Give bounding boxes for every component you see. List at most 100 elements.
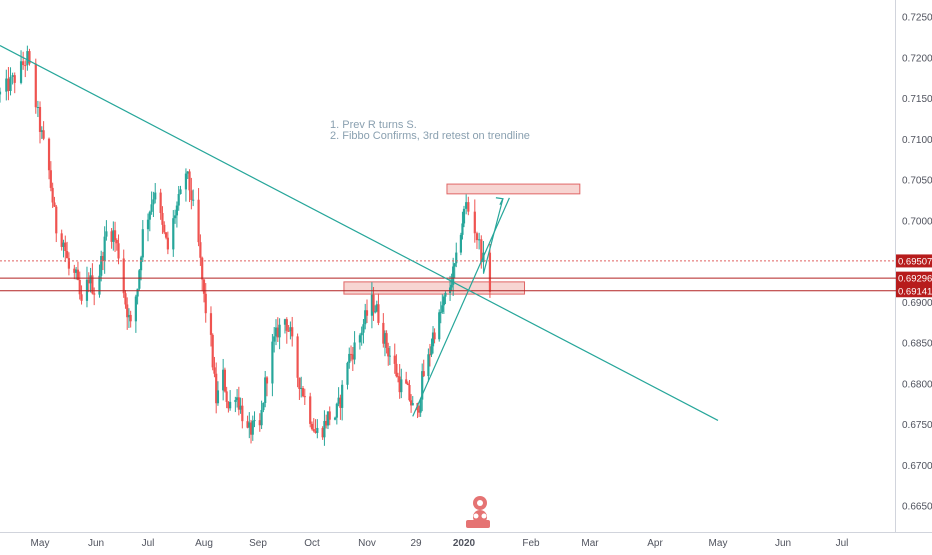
trendline xyxy=(0,44,719,421)
candle-body xyxy=(260,410,263,426)
candle-body xyxy=(406,383,409,386)
candle-body xyxy=(431,332,435,347)
candle-body xyxy=(419,399,422,413)
candle-body xyxy=(335,403,338,418)
candle-body xyxy=(453,263,456,267)
candle-body xyxy=(383,333,387,344)
candle-body xyxy=(201,257,204,280)
candle-body xyxy=(385,333,388,348)
candle-body xyxy=(60,233,63,247)
candle-body xyxy=(274,327,278,337)
candle-body xyxy=(417,410,421,413)
candle-body xyxy=(26,51,29,66)
candle-body xyxy=(166,237,169,250)
price-tag-label: 0.69507 xyxy=(898,256,932,267)
candle-body xyxy=(124,293,127,305)
candle-body xyxy=(80,294,83,301)
candle-body xyxy=(360,332,363,336)
candle-body xyxy=(9,76,12,91)
candle-body xyxy=(211,334,214,368)
candle-body xyxy=(364,310,367,325)
candle-body xyxy=(465,202,468,209)
candle-body xyxy=(428,354,432,356)
candle-body xyxy=(213,367,216,374)
candle-body xyxy=(427,354,430,377)
candle-body xyxy=(387,347,390,357)
candle-body xyxy=(475,233,479,241)
candle-body xyxy=(234,400,237,402)
candle-body xyxy=(408,385,411,401)
candle-body xyxy=(138,270,141,289)
candle-body xyxy=(100,256,103,276)
candle-body xyxy=(339,397,342,408)
candle-body xyxy=(103,236,106,261)
candle-body xyxy=(188,171,191,191)
candle-body xyxy=(455,252,458,264)
candle-body xyxy=(141,229,144,258)
candle-body xyxy=(321,427,324,438)
candle-body xyxy=(227,401,230,409)
candle-body xyxy=(93,293,96,295)
candle-body xyxy=(287,330,290,332)
candle-body xyxy=(452,266,455,285)
candle-body xyxy=(237,397,240,410)
candle-body xyxy=(89,275,92,284)
candle-body xyxy=(186,171,189,174)
annotation-line: 1. Prev R turns S. xyxy=(330,119,417,131)
candle-body xyxy=(115,239,118,244)
candle-body xyxy=(235,397,239,401)
candle-body xyxy=(47,138,51,171)
candle-body xyxy=(262,402,265,411)
candle-body xyxy=(265,377,269,384)
candle-body xyxy=(323,420,326,438)
candle-body xyxy=(276,327,279,338)
candle-body xyxy=(316,427,319,433)
x-tick-label: 29 xyxy=(410,538,422,549)
candle-body xyxy=(152,199,155,205)
price-tag xyxy=(896,254,932,268)
candle-body xyxy=(112,230,115,242)
candle-body xyxy=(40,130,43,132)
candle-body xyxy=(126,304,129,318)
x-tick-label: Sep xyxy=(249,538,267,549)
candle-body xyxy=(13,75,16,83)
candle-body xyxy=(362,324,365,333)
candle-body xyxy=(398,376,401,393)
y-tick-label: 0.66500 xyxy=(902,502,932,513)
candle-body xyxy=(309,396,312,424)
candle-body xyxy=(377,304,380,323)
events-badge-icon[interactable] xyxy=(466,496,490,528)
x-tick-label: Feb xyxy=(522,538,540,549)
candle-body xyxy=(410,400,413,406)
candle-body xyxy=(442,296,445,306)
candle-body xyxy=(365,310,369,316)
candle-body xyxy=(148,211,151,220)
candle-body xyxy=(19,61,23,83)
candle-body xyxy=(0,91,2,95)
candle-body xyxy=(101,256,105,261)
x-tick-label: Mar xyxy=(581,538,599,549)
candle-body xyxy=(113,230,117,240)
candle-body xyxy=(341,384,344,408)
candle-body xyxy=(38,106,42,132)
candle-body xyxy=(11,75,14,77)
x-tick-label: Jul xyxy=(142,538,155,549)
candle-body xyxy=(333,417,337,420)
candle-body xyxy=(65,251,69,259)
candle-body xyxy=(172,218,175,250)
zone-rect xyxy=(446,183,581,195)
candle-body xyxy=(283,319,287,325)
candle-body xyxy=(395,363,398,377)
projection-arrow-shaft xyxy=(482,198,504,274)
candle-body xyxy=(22,61,25,66)
x-axis: May Jun Jul Aug Sep Oct Nov 29 2020 Feb Mar Apr May J… xyxy=(31,538,849,549)
